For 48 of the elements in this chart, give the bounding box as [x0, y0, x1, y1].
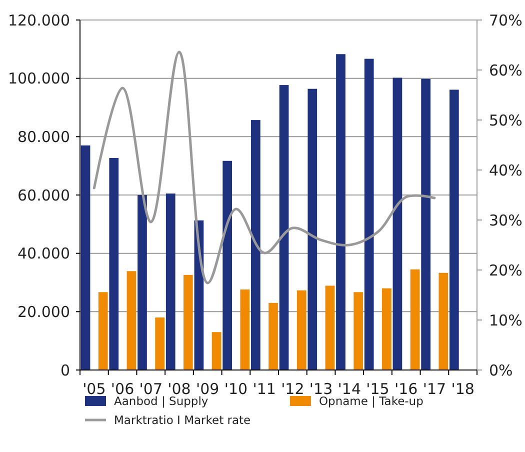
bar [364, 58, 374, 370]
bar [279, 85, 289, 370]
y2-tick-label: 20% [489, 261, 522, 280]
bar [410, 269, 420, 370]
x-tick-label: '12 [281, 380, 304, 398]
bar [382, 288, 392, 370]
y2-tick-label: 60% [489, 61, 522, 80]
y2-tick-label: 50% [489, 111, 522, 130]
bar [392, 78, 402, 370]
bar [138, 195, 147, 370]
y2-tick-label: 10% [489, 311, 522, 330]
x-tick-label: '17 [422, 380, 446, 398]
bar [184, 274, 193, 370]
bar [155, 318, 165, 370]
bar [354, 292, 364, 370]
bar [98, 292, 108, 370]
y-tick-label: 60.000 [18, 186, 70, 204]
bar [336, 54, 346, 370]
x-tick-label: '18 [451, 380, 474, 398]
bar [268, 302, 278, 370]
y-tick-label: 0 [60, 361, 70, 380]
legend-label: Marktratio I Market rate [114, 413, 251, 428]
bar [308, 88, 318, 370]
bar [222, 160, 232, 370]
bar [250, 120, 260, 370]
bar [438, 272, 448, 370]
bar [109, 158, 119, 370]
x-tick-label: '11 [252, 380, 276, 398]
y-tick-label: 120.000 [8, 11, 70, 30]
bar [240, 290, 250, 370]
bar [212, 332, 222, 370]
x-tick-label: '10 [224, 380, 248, 398]
x-tick-label: '05 [82, 380, 106, 398]
bar [166, 194, 176, 370]
y-tick-label: 80.000 [18, 128, 70, 146]
bar [80, 145, 90, 370]
y2-tick-label: 70% [489, 11, 522, 30]
bar [296, 290, 306, 370]
y2-tick-label: 30% [489, 211, 522, 230]
bar [449, 90, 459, 370]
bar [325, 286, 335, 370]
y-tick-label: 100.000 [8, 70, 70, 88]
bar [421, 78, 430, 370]
y2-tick-label: 0% [489, 361, 513, 380]
y-tick-label: 40.000 [18, 244, 70, 263]
y2-tick-label: 40% [489, 161, 522, 180]
y-tick-label: 20.000 [18, 302, 70, 321]
bar [126, 271, 136, 370]
